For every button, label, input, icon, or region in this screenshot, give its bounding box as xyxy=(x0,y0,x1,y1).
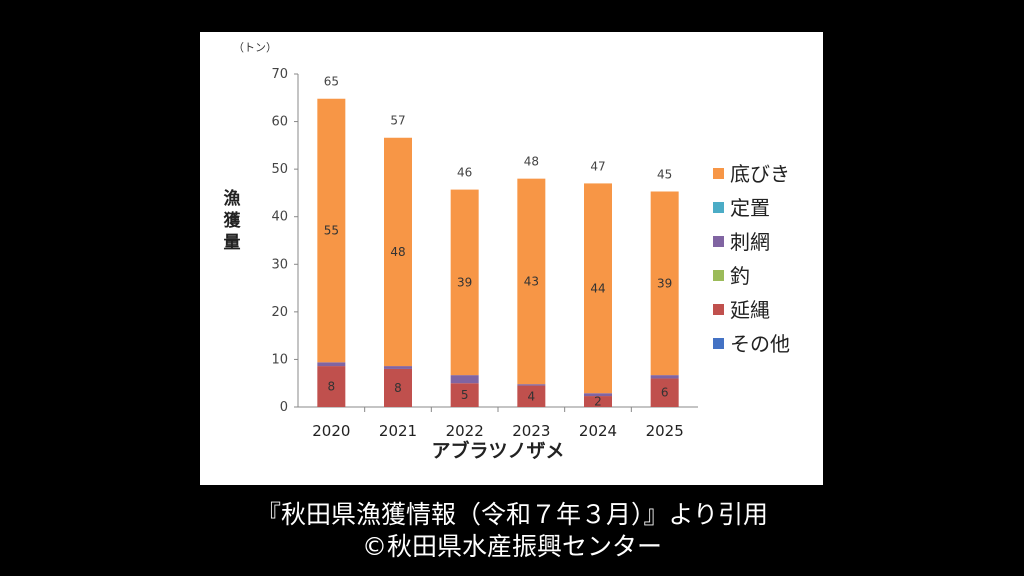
y-tick-label: 10 xyxy=(271,352,288,367)
legend-swatch xyxy=(713,236,724,247)
copyright-caption: ©秋田県水産振興センター xyxy=(361,532,662,561)
bar-total-label: 46 xyxy=(457,166,472,180)
y-tick-label: 30 xyxy=(271,257,288,272)
stacked-bar-chart: （トン）漁獲量010203040506070855652020848572021… xyxy=(224,41,791,462)
y-tick-label: 0 xyxy=(280,400,288,415)
segment-value-label: 44 xyxy=(590,281,605,295)
bar-total-label: 45 xyxy=(657,168,672,182)
x-tick-label: 2020 xyxy=(312,422,350,440)
y-tick-label: 70 xyxy=(271,67,288,82)
bar-segment xyxy=(450,375,479,384)
y-tick-label: 60 xyxy=(271,115,288,130)
legend-swatch xyxy=(713,304,724,315)
bar-segment xyxy=(384,368,412,407)
bar-segment xyxy=(517,385,546,407)
legend-entry: 刺網 xyxy=(730,230,770,254)
bar-segment xyxy=(584,393,612,397)
segment-value-label: 4 xyxy=(528,389,536,403)
legend-entry: 釣 xyxy=(730,264,750,288)
bar-segment xyxy=(384,366,412,369)
y-tick-label: 20 xyxy=(271,305,288,320)
x-tick-label: 2022 xyxy=(446,422,484,440)
legend-swatch xyxy=(713,338,724,349)
segment-value-label: 39 xyxy=(457,275,472,289)
segment-value-label: 39 xyxy=(657,276,672,290)
bar-segment xyxy=(650,191,679,376)
bar-segment xyxy=(650,375,679,379)
y-axis-label: 漁獲量 xyxy=(224,188,242,253)
y-unit-label: （トン） xyxy=(233,41,277,54)
bar-segment xyxy=(317,362,346,367)
bar-segment xyxy=(450,383,479,407)
y-tick-label: 40 xyxy=(271,210,288,225)
legend-swatch xyxy=(713,168,724,179)
bar-total-label: 57 xyxy=(390,114,405,128)
x-tick-label: 2023 xyxy=(512,422,550,440)
segment-value-label: 55 xyxy=(324,224,339,238)
legend-entry: 延縄 xyxy=(730,298,770,322)
segment-value-label: 8 xyxy=(328,380,336,394)
segment-value-label: 2 xyxy=(594,395,602,409)
legend-swatch xyxy=(713,270,724,281)
bar-segment xyxy=(450,189,479,376)
bar-segment xyxy=(384,137,412,367)
bar-total-label: 65 xyxy=(324,75,339,89)
bar-segment xyxy=(317,366,346,407)
legend-entry: 底びき xyxy=(730,162,790,186)
segment-value-label: 8 xyxy=(394,381,402,395)
y-tick-label: 50 xyxy=(271,162,288,177)
chart-panel: （トン） 漁獲量 0 10 20 30 40 50 60 70 8 55 65 2020 8 48 57 2021… xyxy=(200,32,823,485)
bar-segment xyxy=(584,396,612,407)
source-caption: 『秋田県漁獲情報（令和７年３月）』より引用 xyxy=(255,500,768,529)
segment-value-label: 5 xyxy=(461,388,469,402)
bar-segment xyxy=(584,183,612,394)
bar-total-label: 47 xyxy=(590,159,605,173)
bar-segment xyxy=(317,98,346,363)
legend-swatch xyxy=(713,202,724,213)
bar-segment xyxy=(517,178,546,385)
x-tick-label: 2021 xyxy=(379,422,417,440)
x-tick-label: 2025 xyxy=(646,422,684,440)
legend-entry: 定置 xyxy=(730,196,770,220)
segment-value-label: 43 xyxy=(524,274,539,288)
bar-total-label: 48 xyxy=(524,155,539,169)
bar-segment xyxy=(517,384,546,386)
x-tick-label: 2024 xyxy=(579,422,617,440)
segment-value-label: 6 xyxy=(661,386,669,400)
segment-value-label: 48 xyxy=(390,245,405,259)
bar-segment xyxy=(650,378,679,407)
legend-entry: その他 xyxy=(730,332,790,356)
x-axis-title: アブラツノザメ xyxy=(431,439,564,462)
